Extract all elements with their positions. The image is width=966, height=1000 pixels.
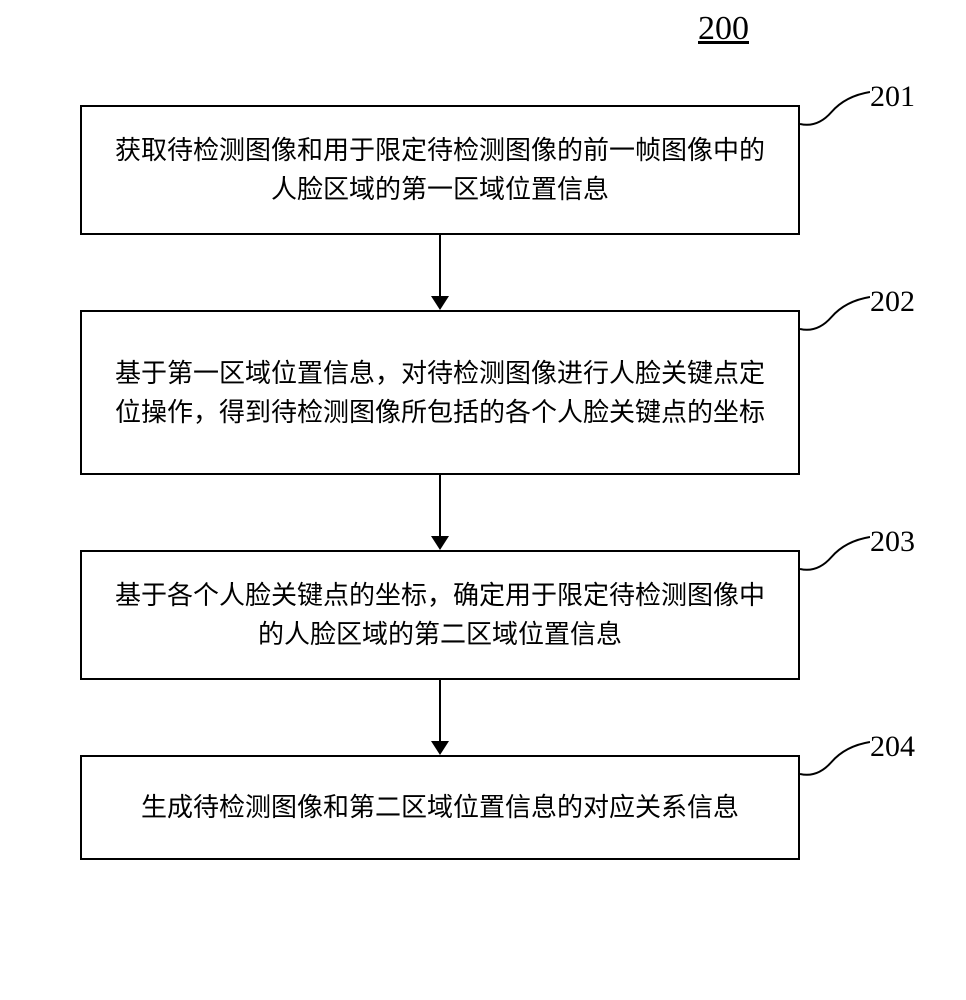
connector-squiggle-203 xyxy=(800,535,870,575)
arrow-head-1 xyxy=(431,536,449,550)
step-label-203: 203 xyxy=(870,525,915,559)
arrow-head-0 xyxy=(431,296,449,310)
step-label-201: 201 xyxy=(870,80,915,114)
step-text-203: 基于各个人脸关键点的坐标，确定用于限定待检测图像中的人脸区域的第二区域位置信息 xyxy=(112,576,768,654)
connector-squiggle-201 xyxy=(800,90,870,130)
step-label-204: 204 xyxy=(870,730,915,764)
step-box-201: 获取待检测图像和用于限定待检测图像的前一帧图像中的人脸区域的第一区域位置信息 xyxy=(80,105,800,235)
step-text-202: 基于第一区域位置信息，对待检测图像进行人脸关键点定位操作，得到待检测图像所包括的… xyxy=(112,354,768,432)
arrow-head-2 xyxy=(431,741,449,755)
figure-label: 200 xyxy=(698,10,749,48)
step-text-201: 获取待检测图像和用于限定待检测图像的前一帧图像中的人脸区域的第一区域位置信息 xyxy=(112,131,768,209)
arrow-line-0 xyxy=(439,235,441,296)
step-box-202: 基于第一区域位置信息，对待检测图像进行人脸关键点定位操作，得到待检测图像所包括的… xyxy=(80,310,800,475)
arrow-line-2 xyxy=(439,680,441,741)
connector-squiggle-204 xyxy=(800,740,870,780)
arrow-line-1 xyxy=(439,475,441,536)
step-label-202: 202 xyxy=(870,285,915,319)
step-box-204: 生成待检测图像和第二区域位置信息的对应关系信息 xyxy=(80,755,800,860)
step-box-203: 基于各个人脸关键点的坐标，确定用于限定待检测图像中的人脸区域的第二区域位置信息 xyxy=(80,550,800,680)
step-text-204: 生成待检测图像和第二区域位置信息的对应关系信息 xyxy=(141,788,739,827)
connector-squiggle-202 xyxy=(800,295,870,335)
